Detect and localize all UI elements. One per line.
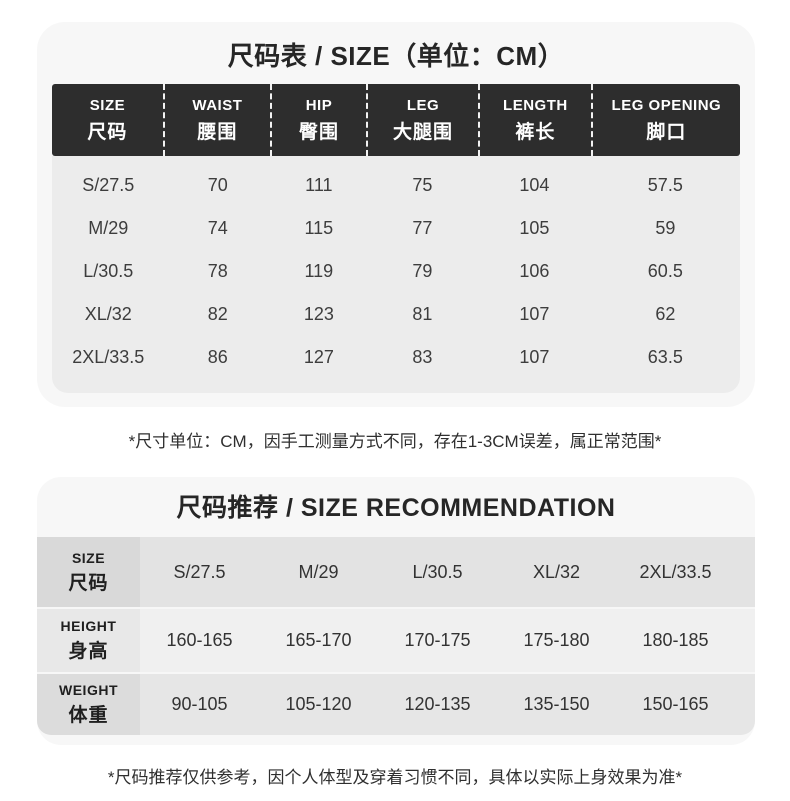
recommendation-cell: S/27.5	[173, 561, 226, 582]
size-table-cell: S/27.5	[82, 175, 135, 195]
size-table-cell: 79	[412, 261, 433, 281]
size-table-cell: 81	[412, 304, 433, 324]
size-table-row: XL/32 82 123 81 107 62	[52, 293, 740, 336]
row-label-cn: 尺码	[68, 572, 109, 594]
column-header-en: HIP	[305, 96, 333, 114]
size-table-cell: 115	[304, 218, 334, 238]
recommendation-cell: XL/32	[532, 561, 581, 582]
size-table-column-header: WAIST 腰围	[165, 84, 272, 156]
recommendation-cell: 90-105	[171, 694, 228, 714]
column-header-cn: 大腿围	[392, 121, 453, 143]
recommendation-cell: M/29	[298, 561, 339, 582]
size-table-header-row: SIZE 尺码 WAIST 腰围 HIP 臀围 LEG 大腿围 LENGTH 裤长 LEG OPEN…	[52, 84, 740, 156]
size-table-cell: 57.5	[647, 175, 683, 195]
size-table-cell: M/29	[88, 218, 129, 238]
size-table-cell: 107	[519, 304, 550, 324]
recommendation-row-label: SIZE 尺码	[37, 537, 140, 607]
size-table-column-header: LEG 大腿围	[368, 84, 480, 156]
column-header-en: LEG	[406, 96, 440, 114]
size-table-cell: 106	[519, 261, 550, 281]
size-table-row: S/27.5 70 111 75 104 57.5	[52, 164, 740, 207]
size-table-cell: 70	[207, 175, 228, 195]
recommendation-row: WEIGHT 体重 90-105 105-120 120-135 135-150 150-1…	[37, 674, 755, 735]
size-table-column-header: HIP 臀围	[272, 84, 369, 156]
size-table-cell: 127	[303, 347, 334, 367]
size-recommendation-note: *尺码推荐仅供参考，因个人体型及穿着习惯不同，具体以实际上身效果为准*	[107, 768, 683, 787]
recommendation-cell: 105-120	[285, 694, 352, 714]
size-table-cell: 107	[519, 347, 550, 367]
size-table-cell: 82	[207, 304, 228, 324]
size-chart-note: *尺寸单位：CM，因手工测量方式不同，存在1-3CM误差，属正常范围*	[128, 432, 662, 451]
recommendation-cell: 2XL/33.5	[639, 561, 712, 582]
column-header-cn: 脚口	[646, 121, 687, 143]
size-table-cell: 105	[519, 218, 550, 238]
recommendation-cell: 150-165	[642, 694, 709, 714]
size-table: SIZE 尺码 WAIST 腰围 HIP 臀围 LEG 大腿围 LENGTH 裤长 LEG OPEN…	[52, 84, 740, 393]
size-chart-title: 尺码表 / SIZE（单位：CM）	[227, 41, 565, 71]
size-table-cell: 63.5	[647, 347, 683, 367]
size-table-cell: 62	[655, 304, 676, 324]
size-table-cell: 104	[519, 175, 550, 195]
column-header-cn: 裤长	[515, 121, 556, 143]
recommendation-table: SIZE 尺码 S/27.5 M/29 L/30.5 XL/32 2XL/33.5 HEIGH…	[37, 537, 755, 735]
size-table-column-header: LEG OPENING 脚口	[593, 84, 740, 156]
recommendation-cell: 135-150	[523, 694, 590, 714]
size-table-cell: 83	[412, 347, 433, 367]
size-recommendation-title: 尺码推荐 / SIZE RECOMMENDATION	[176, 494, 616, 522]
row-label-cn: 体重	[68, 705, 109, 726]
size-table-column-header: SIZE 尺码	[52, 84, 165, 156]
size-table-cell: L/30.5	[83, 261, 134, 281]
column-header-cn: 尺码	[87, 121, 128, 143]
recommendation-cell: 160-165	[166, 630, 233, 650]
size-table-cell: 60.5	[647, 261, 683, 281]
size-recommendation-card: 尺码推荐 / SIZE RECOMMENDATION SIZE 尺码 S/27.5 M…	[37, 477, 755, 745]
size-table-body: S/27.5 70 111 75 104 57.5 M/29 74 115 77 105 59 L/30…	[52, 156, 740, 393]
recommendation-row-values: S/27.5 M/29 L/30.5 XL/32 2XL/33.5	[140, 537, 755, 607]
recommendation-cell: L/30.5	[412, 561, 463, 582]
size-table-cell: 123	[303, 304, 334, 324]
size-table-row: M/29 74 115 77 105 59	[52, 207, 740, 250]
recommendation-row: HEIGHT 身高 160-165 165-170 170-175 175-180 180-…	[37, 609, 755, 672]
recommendation-cell: 175-180	[523, 630, 590, 650]
recommendation-row-label: WEIGHT 体重	[37, 674, 140, 735]
column-header-cn: 臀围	[298, 121, 339, 143]
column-header-en: WAIST	[192, 96, 243, 114]
size-table-cell: XL/32	[84, 304, 132, 324]
column-header-en: SIZE	[89, 96, 126, 114]
column-header-en: LEG OPENING	[611, 96, 722, 114]
column-header-en: LENGTH	[503, 96, 568, 114]
recommendation-cell: 120-135	[404, 694, 471, 714]
column-header-cn: 腰围	[197, 121, 238, 143]
row-label-en: HEIGHT	[60, 618, 117, 634]
row-label-cn: 身高	[68, 641, 109, 662]
recommendation-cell: 170-175	[404, 630, 471, 650]
size-table-cell: 74	[207, 218, 228, 238]
size-table-cell: 119	[304, 261, 334, 281]
size-table-cell: 86	[207, 347, 228, 367]
recommendation-row-label: HEIGHT 身高	[37, 609, 140, 672]
recommendation-row-values: 160-165 165-170 170-175 175-180 180-185	[140, 609, 755, 672]
size-chart-card: 尺码表 / SIZE（单位：CM） SIZE 尺码 WAIST 腰围 HIP 臀围 LEG 大…	[37, 22, 755, 407]
size-table-cell: 75	[412, 175, 433, 195]
recommendation-cell: 180-185	[642, 630, 709, 650]
size-table-column-header: LENGTH 裤长	[480, 84, 593, 156]
size-table-row: 2XL/33.5 86 127 83 107 63.5	[52, 336, 740, 379]
size-table-cell: 59	[655, 218, 676, 238]
recommendation-row: SIZE 尺码 S/27.5 M/29 L/30.5 XL/32 2XL/33.5	[37, 537, 755, 607]
recommendation-cell: 165-170	[285, 630, 352, 650]
size-table-cell: 78	[207, 261, 228, 281]
size-table-cell: 2XL/33.5	[72, 347, 145, 367]
recommendation-row-values: 90-105 105-120 120-135 135-150 150-165	[140, 674, 755, 735]
size-table-row: L/30.5 78 119 79 106 60.5	[52, 250, 740, 293]
size-table-cell: 111	[305, 175, 333, 195]
row-label-en: SIZE	[71, 549, 106, 566]
row-label-en: WEIGHT	[59, 682, 118, 698]
size-table-cell: 77	[412, 218, 433, 238]
